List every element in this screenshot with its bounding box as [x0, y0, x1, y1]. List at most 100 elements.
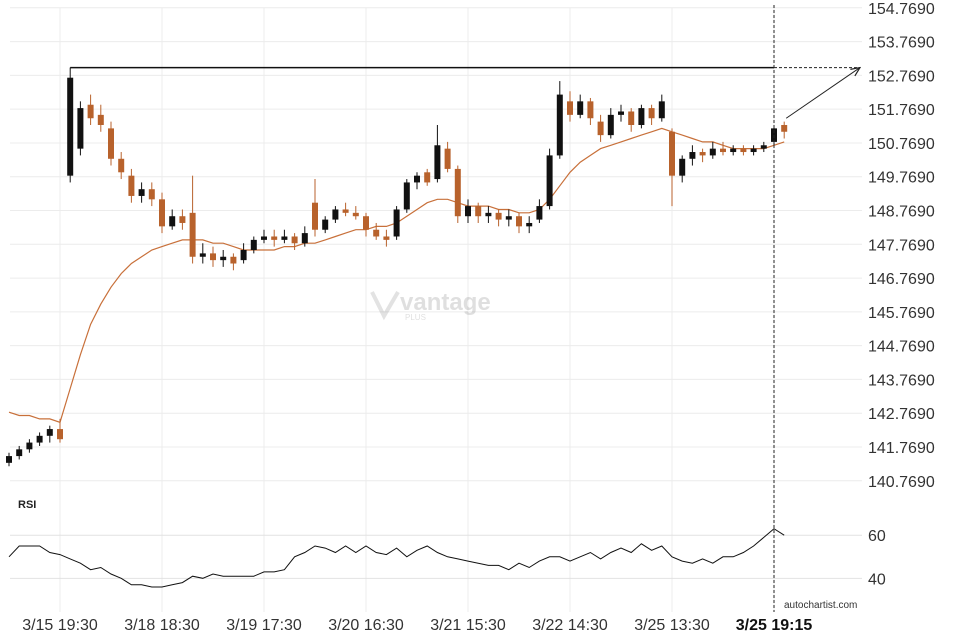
y-tick-label: 149.7690	[868, 170, 935, 187]
x-tick-label: 3/25 19:15	[736, 617, 813, 634]
candle-body	[495, 212, 502, 220]
candle-body	[291, 236, 298, 244]
candle-body	[628, 111, 635, 125]
candle-body	[26, 442, 33, 450]
candle-body	[403, 182, 410, 210]
candle-body	[363, 216, 369, 230]
x-tick-label: 3/18 18:30	[124, 617, 200, 634]
y-tick-label: 142.7690	[868, 406, 935, 423]
candle-body	[312, 202, 318, 230]
y-tick-label: 144.7690	[868, 339, 935, 356]
candle-body	[57, 429, 63, 440]
rsi-label: RSI	[18, 499, 36, 511]
watermark-brand: vantage	[400, 289, 491, 316]
candle-body	[454, 168, 461, 217]
candle-body	[210, 253, 216, 261]
candle-body	[36, 435, 43, 443]
x-tick-label: 3/22 14:30	[532, 617, 608, 634]
candle-body	[669, 131, 675, 176]
candle-body	[699, 152, 706, 156]
x-tick-label: 3/20 16:30	[328, 617, 404, 634]
candle-body	[46, 429, 53, 436]
candle-body	[332, 209, 339, 220]
y-tick-label: 148.7690	[868, 204, 935, 221]
candle-body	[556, 94, 563, 156]
candle-body	[240, 250, 247, 261]
candle-body	[159, 199, 165, 227]
x-tick-label: 3/15 19:30	[22, 617, 98, 634]
candle-body	[577, 101, 584, 115]
candle-body	[750, 148, 757, 153]
y-tick-label: 145.7690	[868, 305, 935, 322]
watermark-logo	[370, 290, 400, 321]
y-tick-label: 154.7690	[868, 1, 935, 18]
moving-average	[8, 127, 785, 424]
candle-body	[322, 219, 329, 230]
rsi-tick-label: 60	[868, 528, 886, 545]
candle-body	[97, 114, 104, 125]
candle-body	[6, 456, 12, 463]
candle-body	[128, 175, 135, 196]
candle-body	[546, 155, 553, 207]
candle-body	[740, 148, 747, 153]
candle-body	[189, 212, 196, 257]
x-tick-label: 3/19 17:30	[226, 617, 302, 634]
candle-body	[199, 253, 206, 257]
candle-body	[607, 114, 614, 136]
candle-body	[16, 449, 23, 457]
candle-body	[709, 148, 716, 156]
candle-body	[760, 145, 767, 149]
candle-body	[393, 209, 400, 237]
candle-body	[342, 209, 349, 213]
candle-body	[485, 212, 492, 217]
candle-body	[383, 236, 390, 240]
candle-body	[301, 233, 308, 244]
y-tick-label: 146.7690	[868, 271, 935, 288]
candle-body	[220, 256, 227, 261]
candle-body	[118, 158, 125, 173]
candle-body	[250, 239, 257, 250]
candle-body	[261, 236, 267, 240]
candle-body	[516, 216, 522, 227]
candle-body	[781, 125, 788, 132]
y-tick-label: 141.7690	[868, 440, 935, 457]
x-tick-label: 3/25 13:30	[634, 617, 710, 634]
candle-body	[648, 108, 655, 119]
candle-body	[587, 101, 594, 119]
candle-body	[434, 145, 441, 180]
candle-body	[148, 189, 155, 200]
candle-body	[138, 189, 145, 196]
candle-body	[658, 101, 665, 119]
x-tick-label: 3/21 15:30	[430, 617, 506, 634]
y-tick-label: 143.7690	[868, 372, 935, 389]
watermark-sub: PLUS	[405, 313, 426, 322]
candle-body	[597, 121, 604, 136]
forecast-arrow	[785, 68, 860, 119]
candle-body	[720, 148, 726, 153]
candle-body	[567, 101, 573, 115]
candle-body	[281, 236, 288, 240]
candle-body	[87, 104, 94, 119]
watermark: vantage PLUS	[370, 289, 491, 322]
y-tick-label: 150.7690	[868, 136, 935, 153]
y-tick-label: 153.7690	[868, 35, 935, 52]
rsi-line	[8, 528, 785, 588]
rsi-tick-label: 40	[868, 571, 886, 588]
candle-body	[108, 128, 114, 159]
candle-body	[271, 236, 278, 240]
source: autochartist.com	[784, 600, 857, 611]
candle-body	[179, 216, 186, 223]
candle-body	[526, 222, 533, 227]
candle-body	[679, 158, 686, 176]
candle-body	[505, 216, 512, 220]
candle-body	[465, 206, 471, 217]
candle-body	[618, 111, 624, 115]
y-tick-label: 147.7690	[868, 237, 935, 254]
candle-body	[169, 216, 176, 227]
candle-body	[230, 256, 237, 264]
candle-body	[689, 152, 696, 159]
candle-body	[444, 148, 451, 169]
y-tick-label: 152.7690	[868, 68, 935, 85]
